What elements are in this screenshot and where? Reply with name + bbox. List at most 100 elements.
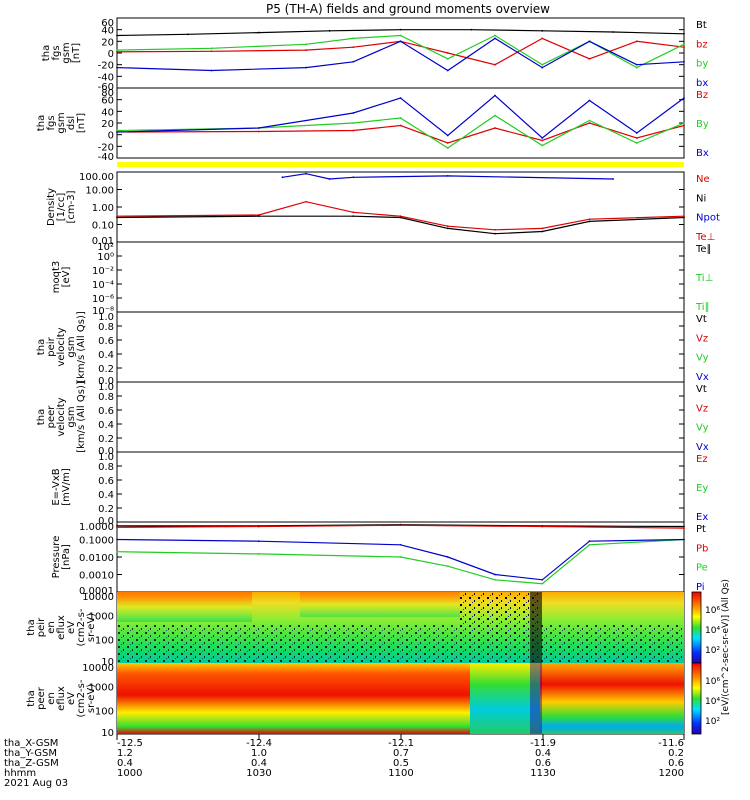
legend-entry: Vz xyxy=(696,333,708,344)
ylabel-line: eflux xyxy=(56,615,67,640)
data-point xyxy=(186,33,189,36)
orbit-value: -11.6 xyxy=(658,738,684,749)
ytick-label: 60 xyxy=(101,96,114,107)
data-point xyxy=(612,31,615,33)
ylabel-line: dsl xyxy=(66,116,77,130)
legend-entry: Vy xyxy=(696,353,709,364)
data-point xyxy=(399,543,402,546)
data-point xyxy=(635,66,638,69)
ytick-label: 0.0100 xyxy=(79,553,114,564)
data-point xyxy=(116,66,118,69)
legend-entry: Ni xyxy=(696,193,706,204)
ylabel-line: [km/s (All Qs)] xyxy=(76,311,87,383)
series-line-bz xyxy=(116,37,685,66)
data-point xyxy=(541,227,544,230)
ytick-label: 40 xyxy=(101,107,114,118)
data-point xyxy=(116,50,118,53)
data-point xyxy=(305,43,307,46)
ytick-label: 10000 xyxy=(82,592,114,603)
legend-entry: Ti∥ xyxy=(695,302,710,313)
data-point xyxy=(588,543,591,546)
orbit-value: 1.2 xyxy=(117,748,133,759)
data-point xyxy=(399,524,402,527)
ytick-label: 0.0 xyxy=(98,516,114,527)
ytick-label: 0.1000 xyxy=(79,536,114,547)
ytick-label: 0.0 xyxy=(98,446,114,457)
series-line-ne xyxy=(116,201,685,231)
data-point xyxy=(541,63,544,66)
series-line-bz xyxy=(116,122,685,144)
ytick-label: 1000 xyxy=(89,683,114,694)
data-point xyxy=(588,220,591,223)
data-point xyxy=(494,37,496,40)
data-point xyxy=(305,172,307,175)
orbit-value: 1.0 xyxy=(251,748,267,759)
data-point xyxy=(683,215,685,218)
data-point xyxy=(116,34,118,37)
orbit-labels: tha_X-GSM -12.5 -12.4 -12.1 -11.9 -11.6 tha_Y-… xyxy=(4,734,685,779)
panel-frame xyxy=(116,451,685,523)
ytick-label: 0.8 xyxy=(98,392,114,403)
orbit-value: 1200 xyxy=(659,768,684,779)
data-point xyxy=(635,142,638,144)
ylabel-line: peir xyxy=(36,617,47,637)
data-point xyxy=(683,216,685,219)
data-point xyxy=(116,49,118,51)
colorbar-tick-4: 10⁴ xyxy=(705,626,720,636)
ytick-label: 80 xyxy=(101,88,114,99)
panel-frame xyxy=(116,311,685,383)
ytick-label: 10⁻⁴ xyxy=(92,280,114,291)
data-point xyxy=(446,142,449,144)
legend-entry: Vt xyxy=(696,384,707,395)
legend-entry: by xyxy=(696,59,708,70)
ion-spectrogram xyxy=(117,592,684,663)
data-point xyxy=(116,216,118,219)
ylabel-line: peir xyxy=(46,336,57,356)
legend-entry: bx xyxy=(696,78,708,89)
ylabel-line: velocity xyxy=(56,327,67,366)
panel-8: 1.0000 0.1000 0.0100 0.0010 0.0001 Pressure [n… xyxy=(51,521,708,597)
data-point xyxy=(683,32,685,35)
ytick-label: -40 xyxy=(98,152,114,163)
colorbar-tick-2: 10² xyxy=(705,646,720,656)
data-point xyxy=(352,37,355,40)
ytick-label: 0.6 xyxy=(98,476,114,487)
legend-entry: Vx xyxy=(696,372,709,383)
data-point xyxy=(210,47,213,50)
data-point xyxy=(541,37,544,40)
ytick-label: 0.4 xyxy=(98,490,114,501)
data-point xyxy=(257,540,260,543)
ytick-label: 40 xyxy=(101,26,114,37)
data-point xyxy=(328,29,331,32)
data-point xyxy=(541,525,544,528)
ylabel-line: gsm xyxy=(56,112,67,133)
data-point xyxy=(399,28,402,31)
ytick-label: 0.0 xyxy=(98,376,114,387)
ytick-label: 1.0 xyxy=(98,452,114,463)
ylabel-line: gsm xyxy=(61,42,72,63)
ylabel-line: eV xyxy=(66,692,77,705)
data-point xyxy=(305,200,307,203)
ytick-label: 0.8 xyxy=(98,462,114,473)
panel-6: 1.00.8 0.6 0.4 0.20.0 tha peer velocity gsm [km/… xyxy=(36,381,709,457)
data-point xyxy=(399,34,402,37)
data-point xyxy=(446,227,449,230)
quality-flag-bar xyxy=(117,162,684,167)
legend-entry: Vy xyxy=(696,423,709,434)
electron-spectrogram xyxy=(117,663,684,734)
ytick-label: -60 xyxy=(98,82,114,93)
ylabel-line: fgs xyxy=(46,115,57,130)
panel-frame xyxy=(116,171,685,243)
data-point xyxy=(683,525,685,528)
data-point xyxy=(541,137,544,139)
ytick-label: 10² xyxy=(97,242,114,253)
ytick-label: 0.6 xyxy=(98,406,114,417)
data-point xyxy=(446,565,449,568)
data-point xyxy=(399,124,402,127)
data-point xyxy=(494,232,496,235)
data-point xyxy=(116,129,118,132)
ytick-label: 0.2 xyxy=(98,364,114,375)
data-point xyxy=(305,66,307,69)
